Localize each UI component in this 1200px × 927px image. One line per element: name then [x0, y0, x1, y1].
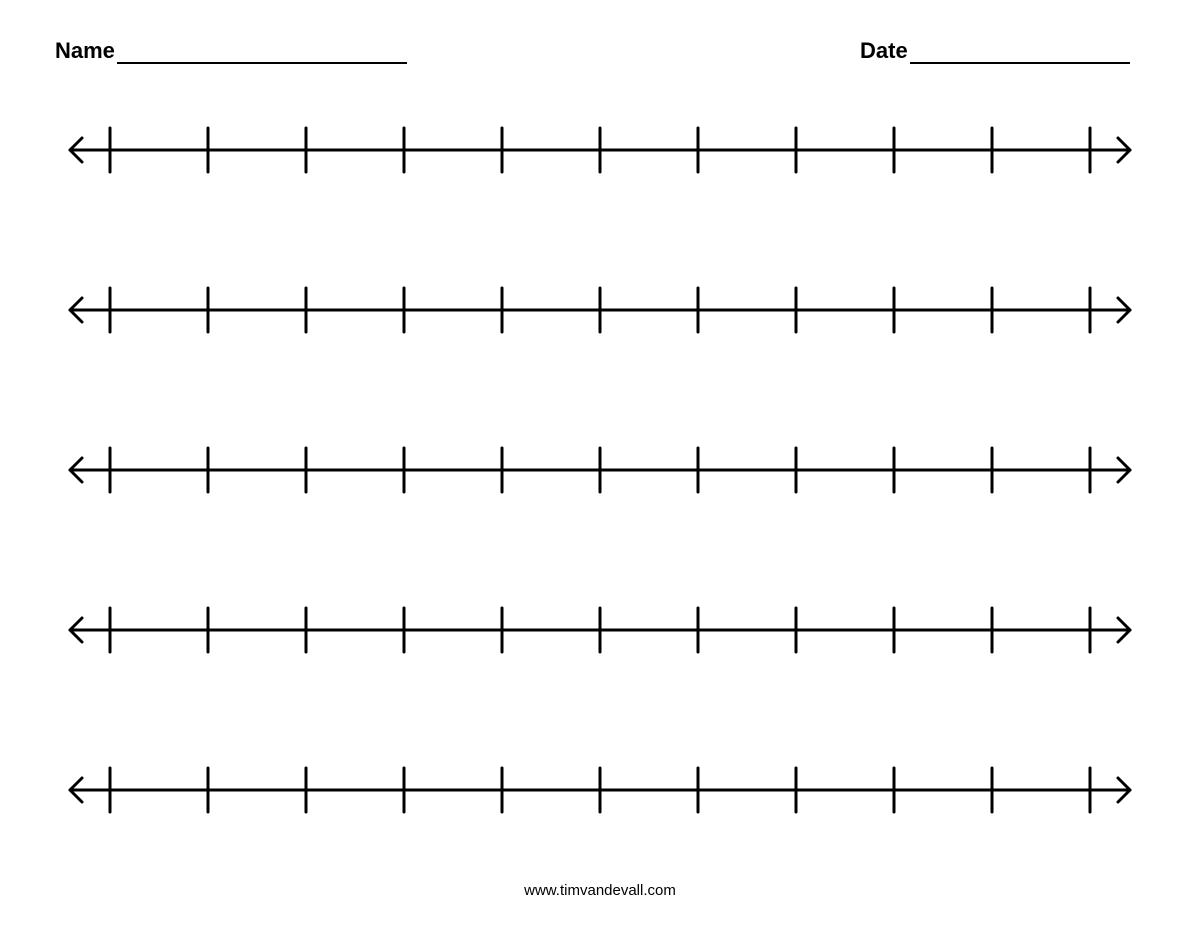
name-label: Name	[55, 38, 115, 64]
worksheet-page: Name Date www.timvandevall.com	[0, 0, 1200, 927]
numberline	[0, 440, 1200, 500]
numberline-svg	[60, 600, 1140, 660]
numberlines-area	[0, 120, 1200, 920]
header: Name Date	[0, 38, 1200, 78]
date-underline[interactable]	[910, 42, 1130, 64]
date-field-block: Date	[860, 38, 1130, 64]
numberline	[0, 760, 1200, 820]
footer-url: www.timvandevall.com	[524, 882, 676, 899]
numberline-svg	[60, 120, 1140, 180]
name-underline[interactable]	[117, 42, 407, 64]
numberline-svg	[60, 280, 1140, 340]
numberline	[0, 600, 1200, 660]
numberline-svg	[60, 440, 1140, 500]
numberline-svg	[60, 760, 1140, 820]
footer: www.timvandevall.com	[0, 882, 1200, 899]
name-field-block: Name	[55, 38, 407, 64]
date-label: Date	[860, 38, 908, 64]
numberline	[0, 280, 1200, 340]
numberline	[0, 120, 1200, 180]
